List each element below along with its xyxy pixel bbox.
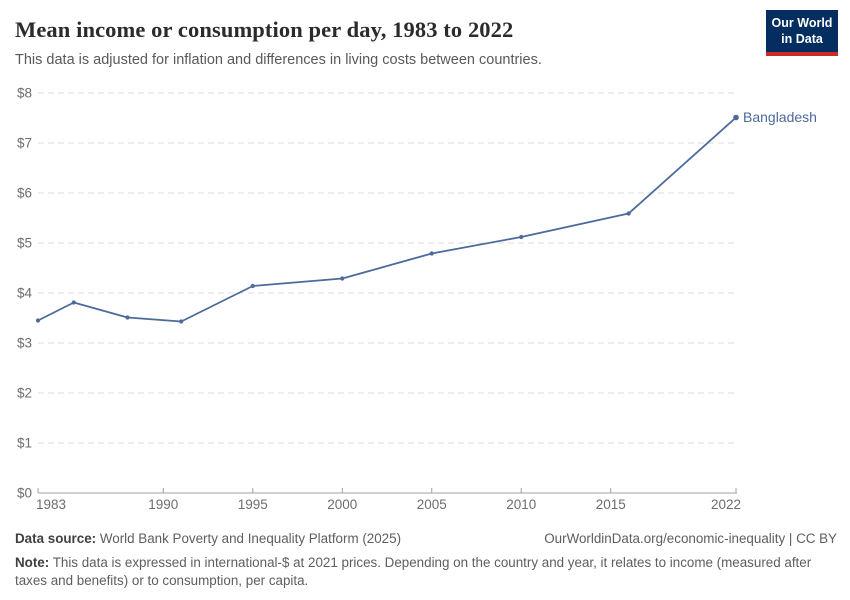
x-tick-label: 2022 <box>711 497 741 512</box>
data-source-text: World Bank Poverty and Inequality Platfo… <box>96 531 402 546</box>
chart-header: Mean income or consumption per day, 1983… <box>0 0 850 70</box>
x-tick-label: 2005 <box>417 497 447 512</box>
data-point <box>125 315 130 320</box>
owid-logo-line1: Our World <box>771 16 833 30</box>
data-source: Data source: World Bank Poverty and Ineq… <box>15 531 401 546</box>
page-title: Mean income or consumption per day, 1983… <box>15 17 514 42</box>
chart-area: $0 $1 $2 $3 $4 $5 $6 $7 $8 1983 1990 1995 2000 2005 20… <box>0 85 850 530</box>
data-point <box>250 283 255 289</box>
y-tick-label: $7 <box>17 136 32 151</box>
data-point <box>626 211 631 216</box>
y-tick-label: $5 <box>17 236 32 251</box>
y-tick-label: $6 <box>17 186 32 201</box>
data-point <box>71 300 76 305</box>
x-tick-label: 2000 <box>327 497 357 512</box>
chart-footer: Data source: World Bank Poverty and Ineq… <box>15 531 837 589</box>
x-tick-label: 1995 <box>238 497 268 512</box>
y-tick-label: $0 <box>17 486 32 501</box>
note-label: Note: <box>15 555 50 570</box>
data-source-label: Data source: <box>15 531 97 546</box>
y-tick-label: $2 <box>17 386 32 401</box>
y-tick-label: $4 <box>17 286 33 301</box>
series-end-label[interactable]: Bangladesh <box>743 109 817 125</box>
data-point <box>733 114 739 121</box>
data-point <box>179 319 184 324</box>
x-tick-label: 1983 <box>36 497 66 512</box>
owid-logo-line2: in Data <box>781 32 823 47</box>
footer-source-row: Data source: World Bank Poverty and Ineq… <box>15 531 837 546</box>
x-tick-label: 1990 <box>148 497 178 512</box>
data-point <box>35 318 41 323</box>
data-point <box>429 251 434 256</box>
data-point <box>340 276 345 281</box>
y-tick-label: $8 <box>17 86 32 101</box>
y-tick-label: $3 <box>17 336 32 351</box>
series-line <box>37 116 737 323</box>
chart-subtitle: This data is adjusted for inflation and … <box>15 52 542 68</box>
owid-logo[interactable]: Our World in Data <box>766 10 838 56</box>
note-text: This data is expressed in international-… <box>15 555 812 588</box>
owid-url-link[interactable]: OurWorldinData.org/economic-inequality |… <box>544 531 837 546</box>
footer-note: Note: This data is expressed in internat… <box>15 554 837 589</box>
y-tick-label: $1 <box>17 436 32 451</box>
x-tick-label: 2010 <box>506 497 536 512</box>
data-point <box>519 234 524 240</box>
line-chart: $0 $1 $2 $3 $4 $5 $6 $7 $8 1983 1990 1995 2000 2005 20… <box>17 86 817 512</box>
x-tick-label: 2015 <box>596 497 626 512</box>
